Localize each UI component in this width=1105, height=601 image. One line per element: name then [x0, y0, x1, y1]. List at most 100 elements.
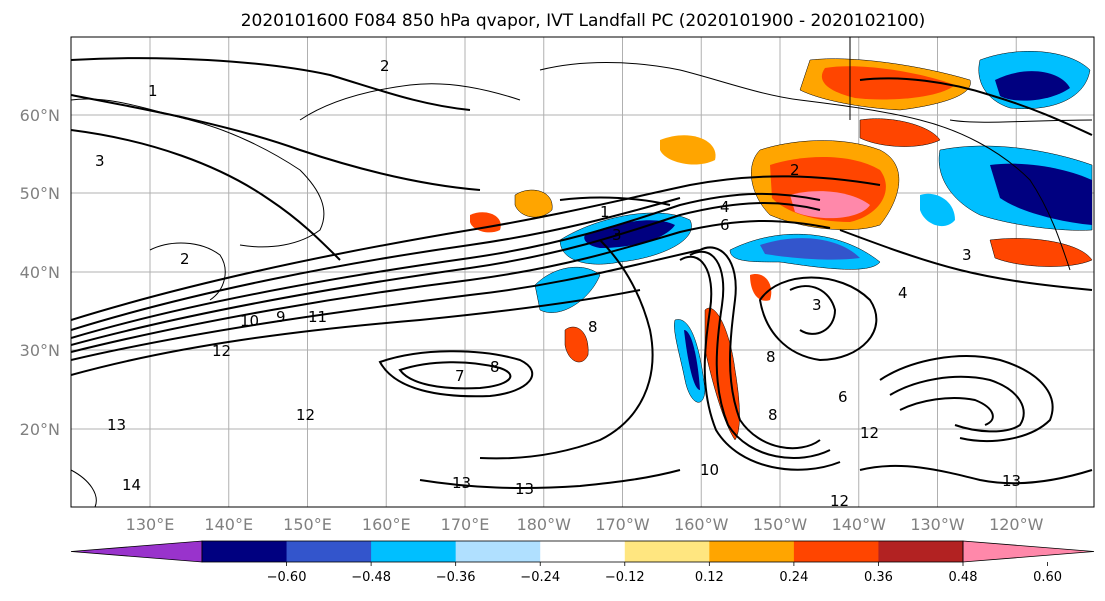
colorbar-segment	[540, 541, 626, 562]
longitude-label: 150°E	[283, 515, 332, 534]
colorbar-segment	[202, 541, 288, 562]
qvapor-shading	[470, 51, 1093, 441]
contour-label: 6	[720, 216, 730, 234]
colorbar-extend-max	[962, 540, 1095, 563]
contour-line	[71, 219, 831, 353]
contour-line	[879, 355, 1054, 442]
contour-label: 2	[180, 250, 190, 268]
contour-line	[789, 285, 837, 335]
map-title: 2020101600 F084 850 hPa qvapor, IVT Land…	[241, 11, 926, 31]
contour-label: 3	[962, 246, 972, 264]
colorbar-segment	[709, 541, 795, 562]
contour-label: 6	[838, 388, 848, 406]
contour-label: 3	[612, 226, 622, 244]
longitude-label: 120°W	[989, 515, 1044, 534]
colorbar-outline	[201, 540, 964, 563]
contour-label: 1	[600, 203, 610, 221]
contour-line	[378, 350, 534, 398]
longitude-label: 160°W	[674, 515, 729, 534]
contour-line	[71, 289, 641, 376]
contour-label: 4	[898, 284, 908, 302]
contour-labels: 1 2 3 2 1 3 6 4 2 4 3 3 8 10 9 11 12 7 8…	[95, 57, 1021, 510]
contour-label: 3	[95, 152, 105, 170]
colorbar-tick-labels: −0.60 −0.48 −0.36 −0.24 −0.12 0.12 0.24 0.36 0.4…	[267, 562, 1062, 585]
colorbar-segment	[793, 541, 879, 562]
contour-line	[699, 246, 821, 450]
contour-label: 9	[276, 308, 286, 326]
contour-line	[71, 57, 471, 111]
anomaly-negative-canada-core	[995, 71, 1070, 101]
longitude-label: 170°E	[441, 515, 490, 534]
colorbar	[70, 540, 1095, 563]
contour-label: 7	[455, 367, 465, 385]
longitude-labels: 130°E 140°E 150°E 160°E 170°E 180°W 170°W 160°W…	[126, 515, 1044, 534]
latitude-label: 50°N	[20, 184, 60, 203]
contour-line	[71, 202, 821, 346]
anomaly-negative-band2-core	[760, 238, 860, 260]
coastline	[539, 62, 921, 121]
colorbar-tick-label: 0.12	[695, 570, 724, 585]
anomaly-positive-west2	[470, 212, 501, 233]
contour-label: 10	[700, 461, 719, 479]
longitude-label: 160°E	[362, 515, 411, 534]
anomaly-positive-aleutian	[660, 135, 716, 165]
longitude-label: 130°W	[910, 515, 965, 534]
colorbar-tick-label: 0.36	[864, 570, 893, 585]
contour-label: 8	[588, 318, 598, 336]
contour-label: 12	[830, 492, 849, 510]
map-panel: 1 2 3 2 1 3 6 4 2 4 3 3 8 10 9 11 12 7 8…	[70, 36, 1095, 510]
colorbar-extend-min	[70, 540, 203, 563]
contour-line	[559, 196, 671, 206]
coastline	[299, 83, 521, 121]
contour-line	[419, 469, 681, 489]
anomaly-negative-patch	[920, 193, 955, 227]
anomaly-positive-north-core	[821, 66, 955, 100]
contour-line	[479, 239, 654, 460]
contour-label: 13	[107, 416, 126, 434]
contour-line	[398, 361, 512, 390]
colorbar-tick-label: −0.12	[605, 570, 645, 585]
colorbar-tick-label: 0.60	[1033, 570, 1062, 585]
latitude-label: 40°N	[20, 263, 60, 282]
contour-label: 2	[380, 57, 390, 75]
contour-line	[679, 255, 841, 471]
contour-line	[71, 192, 821, 339]
colorbar-segment	[286, 541, 372, 562]
longitude-label: 170°W	[595, 515, 650, 534]
contour-label: 8	[768, 406, 778, 424]
contour-line	[71, 249, 701, 361]
contour-line	[859, 77, 1093, 136]
contour-label: 13	[452, 474, 471, 492]
latitude-labels: 60°N 50°N 40°N 30°N 20°N	[20, 106, 60, 439]
contour-label: 3	[812, 296, 822, 314]
coastline	[149, 242, 226, 301]
anomaly-negative-southwest	[534, 266, 601, 313]
contour-label: 1	[148, 82, 158, 100]
contour-line	[899, 397, 994, 426]
contour-line	[859, 464, 1093, 485]
latitude-label: 60°N	[20, 106, 60, 125]
longitude-label: 140°E	[204, 515, 253, 534]
colorbar-segment	[371, 541, 457, 562]
contour-label: 4	[720, 198, 730, 216]
coastline	[71, 469, 97, 507]
colorbar-tick-label: 0.24	[779, 570, 808, 585]
contour-label: 11	[308, 308, 327, 326]
colorbar-segment	[878, 541, 964, 562]
colorbar-tick-label: −0.60	[267, 570, 307, 585]
anomaly-positive-mid	[564, 326, 589, 363]
colorbar-tick-label: −0.48	[351, 570, 391, 585]
longitude-label: 130°E	[126, 515, 175, 534]
contour-line	[689, 250, 831, 459]
ivt-contours	[71, 57, 1093, 489]
map-frame	[70, 36, 1095, 508]
anomaly-positive-west	[514, 189, 553, 218]
contour-label: 14	[122, 476, 141, 494]
anomaly-negative-coast-core	[990, 163, 1092, 225]
contour-label: 8	[766, 348, 776, 366]
contour-label: 12	[860, 424, 879, 442]
contour-label: 12	[212, 342, 231, 360]
contour-line	[71, 197, 681, 331]
coastline	[71, 98, 325, 248]
contour-label: 8	[490, 358, 500, 376]
